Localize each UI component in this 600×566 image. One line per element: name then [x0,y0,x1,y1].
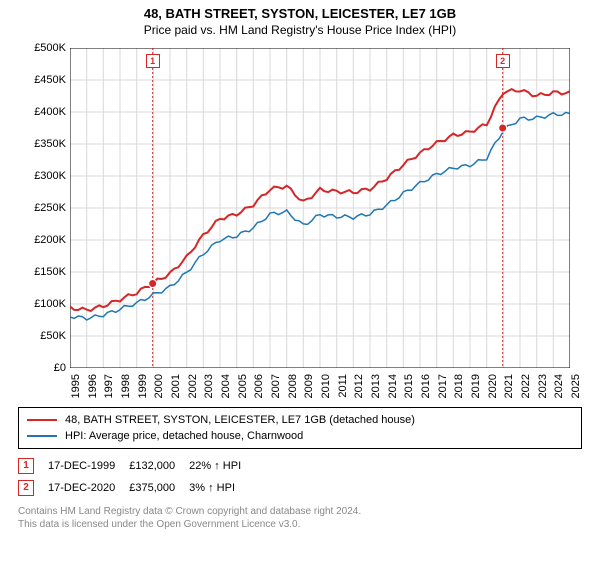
y-tick-label: £0 [20,362,66,374]
legend-row: HPI: Average price, detached house, Char… [27,428,573,444]
y-tick-label: £450K [20,74,66,86]
page-title: 48, BATH STREET, SYSTON, LEICESTER, LE7 … [0,6,600,21]
sale-row-delta: 3% ↑ HPI [189,477,255,499]
legend: 48, BATH STREET, SYSTON, LEICESTER, LE7 … [18,407,582,449]
attribution-line1: Contains HM Land Registry data © Crown c… [18,505,582,518]
sale-row-marker: 2 [18,480,34,496]
chart-svg [70,48,570,368]
y-tick-label: £400K [20,106,66,118]
y-tick-label: £500K [20,42,66,54]
y-tick-label: £150K [20,266,66,278]
plot-area [70,48,570,368]
sale-row-marker: 1 [18,458,34,474]
sale-row-price: £375,000 [129,477,189,499]
x-tick-label: 2025 [570,374,599,398]
page-subtitle: Price paid vs. HM Land Registry's House … [0,23,600,37]
sales-table: 1 17-DEC-1999£132,00022% ↑ HPI 2 17-DEC-202… [18,455,582,499]
sale-row-price: £132,000 [129,455,189,477]
sale-row-delta: 22% ↑ HPI [189,455,255,477]
legend-swatch [27,419,57,421]
y-tick-label: £350K [20,138,66,150]
y-tick-label: £50K [20,330,66,342]
legend-label: HPI: Average price, detached house, Char… [65,430,303,442]
legend-label: 48, BATH STREET, SYSTON, LEICESTER, LE7 … [65,414,415,426]
sale-row-date: 17-DEC-2020 [48,477,129,499]
sale-marker-1: 1 [146,54,160,68]
sale-row: 1 17-DEC-1999£132,00022% ↑ HPI [18,455,255,477]
y-tick-label: £200K [20,234,66,246]
attribution-line2: This data is licensed under the Open Gov… [18,518,582,531]
sale-row: 2 17-DEC-2020£375,0003% ↑ HPI [18,477,255,499]
sale-marker-2: 2 [496,54,510,68]
y-tick-label: £250K [20,202,66,214]
legend-row: 48, BATH STREET, SYSTON, LEICESTER, LE7 … [27,412,573,428]
y-tick-label: £300K [20,170,66,182]
chart-container: £0 £50K £100K £150K £200K £250K £300K £350K £400… [20,43,580,403]
sale-row-date: 17-DEC-1999 [48,455,129,477]
attribution: Contains HM Land Registry data © Crown c… [18,505,582,531]
y-tick-label: £100K [20,298,66,310]
legend-swatch [27,435,57,437]
